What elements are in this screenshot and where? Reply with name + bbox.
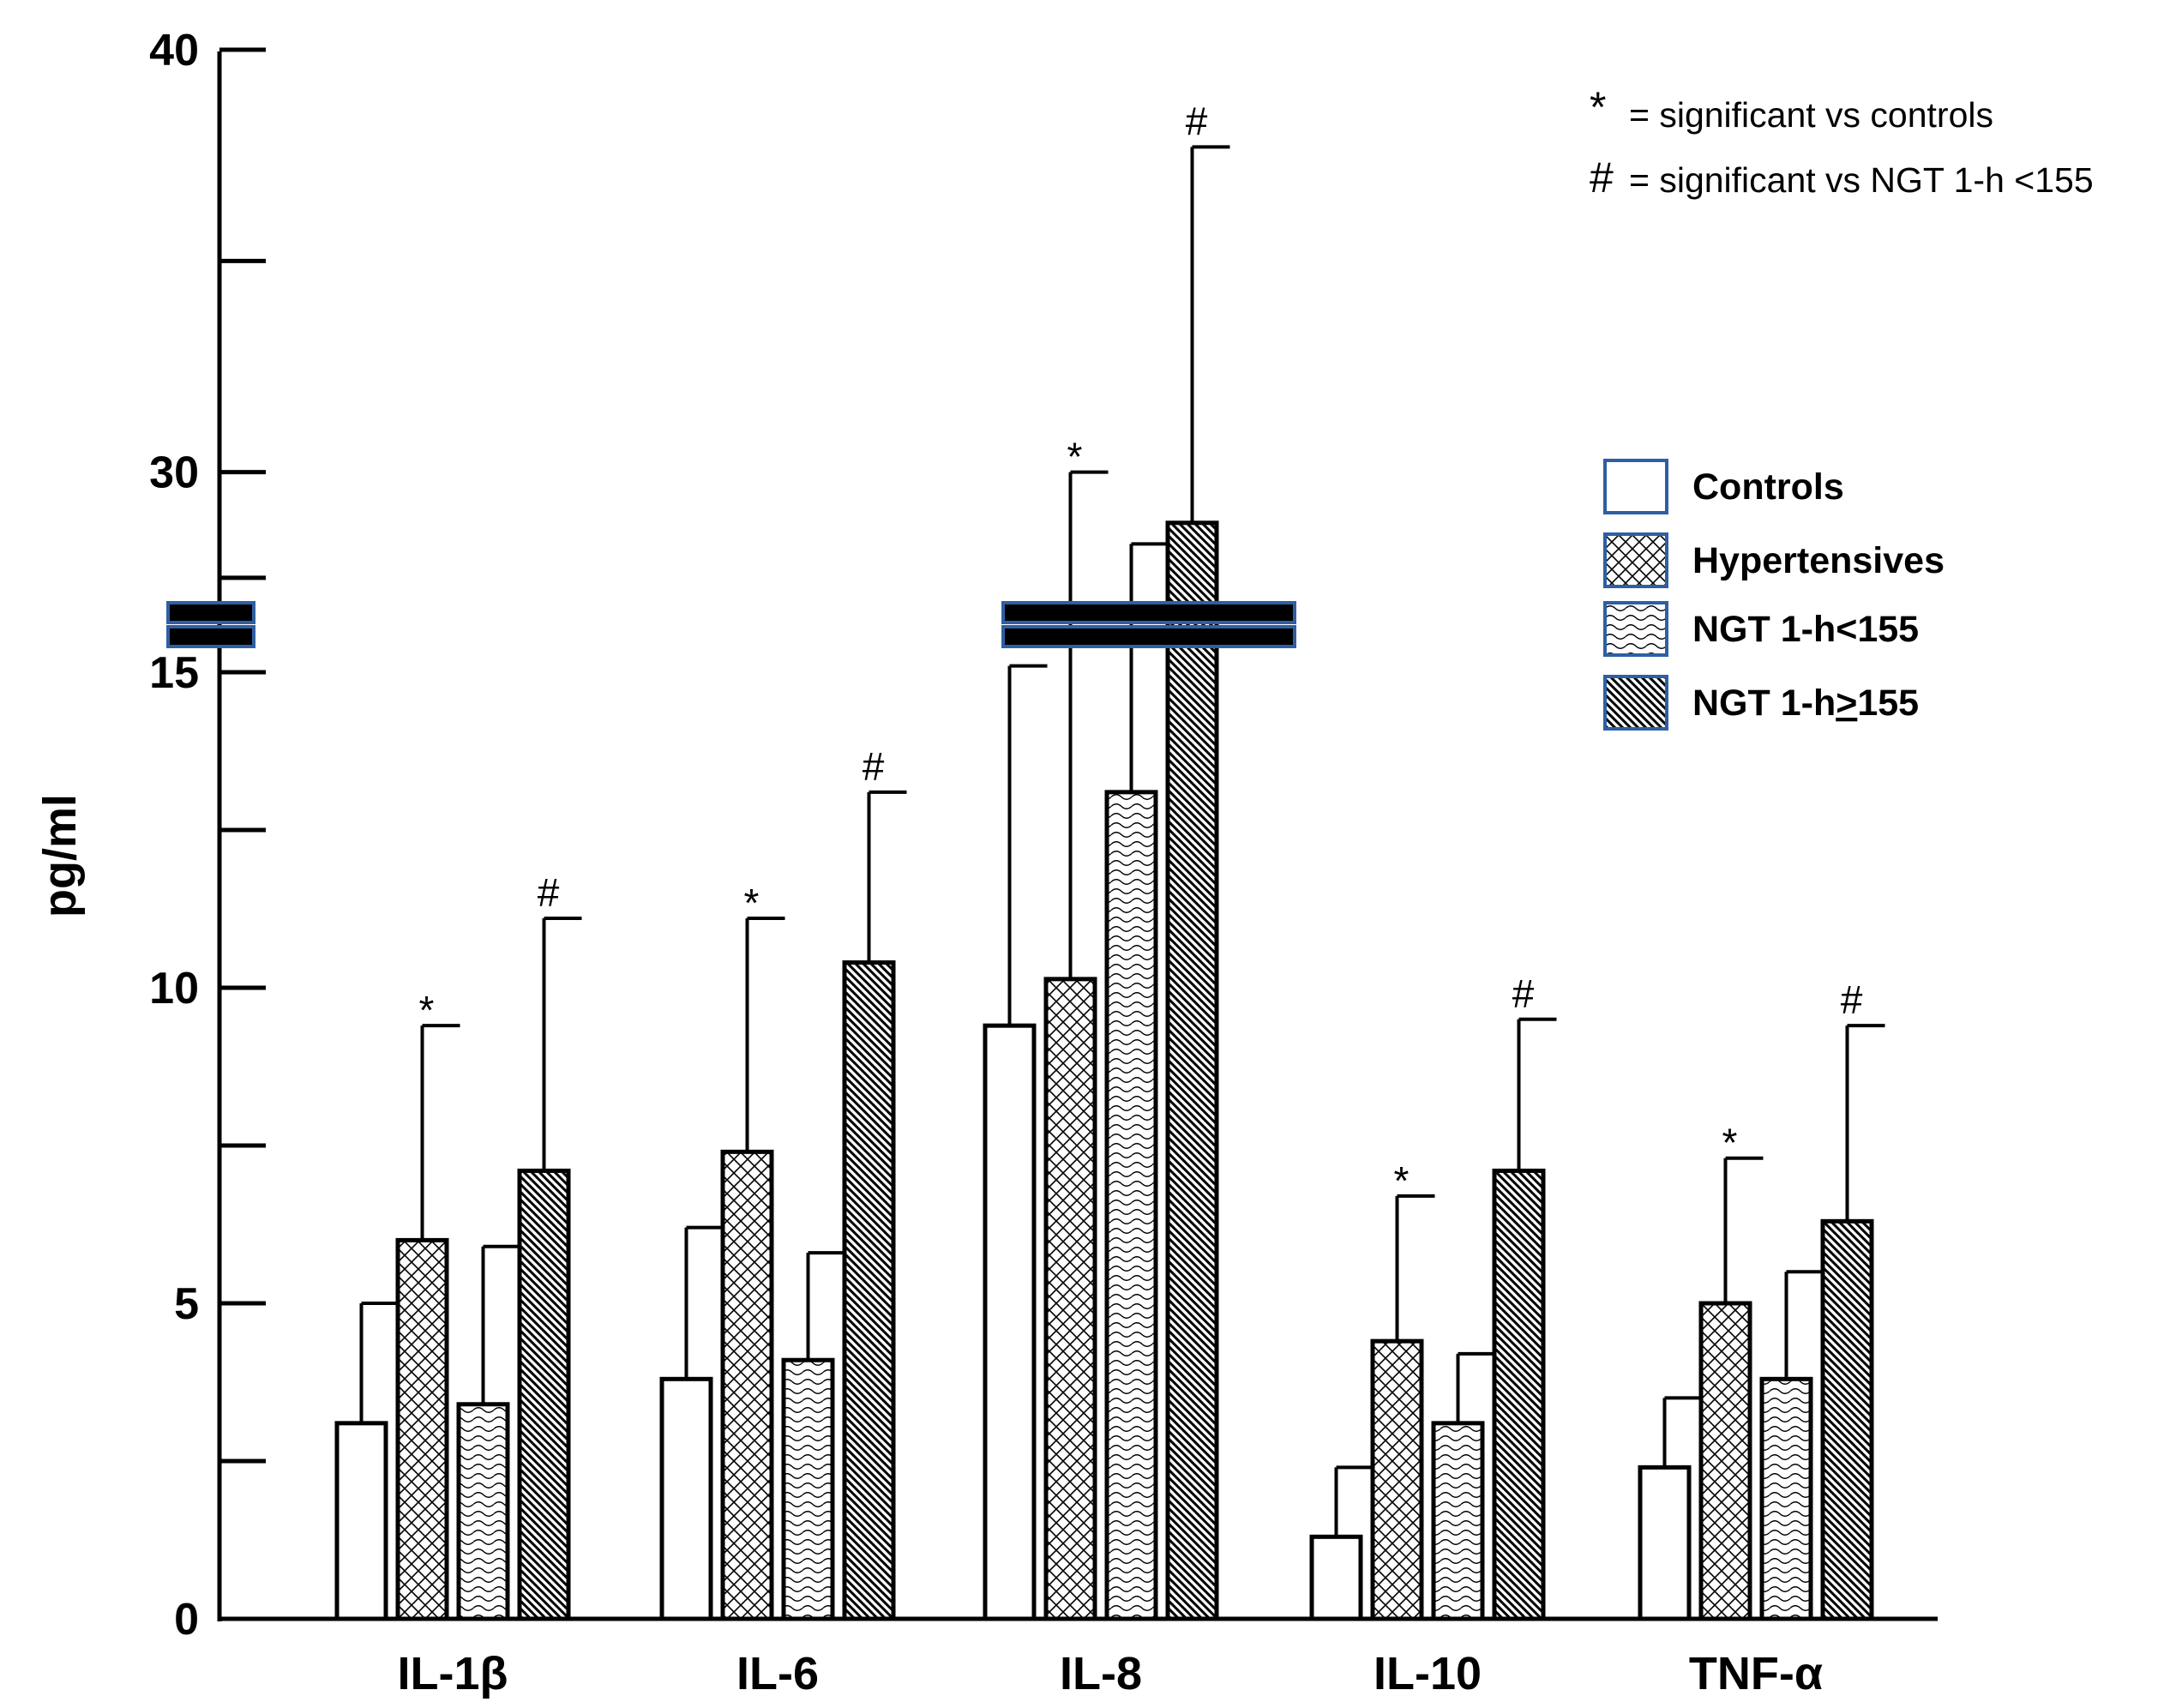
note-star: * = significant vs controls	[1590, 83, 1993, 135]
bar-4-3	[1820, 1218, 1874, 1621]
note-hash: # = significant vs NGT 1-h <155	[1590, 153, 2094, 201]
note-hash-text: = significant vs NGT 1-h <155	[1629, 160, 2094, 200]
axis-break-bar-top	[166, 601, 255, 624]
bar-4-0	[1638, 1464, 1692, 1621]
bar-axis-break	[1001, 601, 1296, 648]
legend-swatch-1	[1603, 532, 1668, 588]
sig-mark-1-3: #	[863, 744, 885, 789]
bar-2-3	[1165, 520, 1219, 1621]
bar-1-0	[659, 1376, 713, 1621]
sig-mark-0-3: #	[538, 870, 560, 915]
y-tick-label-0: 0	[174, 1595, 199, 1645]
category-labels: IL-1β IL-6 IL-8 IL-10 TNF-α	[398, 1648, 1824, 1699]
y-axis-break	[166, 601, 255, 648]
legend-swatch-3	[1603, 675, 1668, 731]
axis-break-bar-bottom	[166, 625, 255, 648]
legend-swatch-2	[1603, 601, 1668, 657]
bar-4-2	[1759, 1376, 1813, 1621]
legend-label-2: NGT 1-h<155	[1692, 609, 1919, 650]
y-tick-label-1: 5	[174, 1279, 199, 1329]
sig-mark-2-3: #	[1186, 99, 1208, 143]
bar-1-3	[842, 960, 896, 1621]
bar-0-0	[334, 1421, 388, 1621]
bar-break-bottom	[1001, 625, 1296, 648]
category-label-1: IL-6	[736, 1648, 819, 1699]
bar-3-1	[1370, 1338, 1424, 1621]
bar-0-1	[395, 1237, 449, 1621]
bar-0-3	[517, 1168, 571, 1621]
bar-3-0	[1309, 1534, 1363, 1621]
y-tick-label-4: 30	[149, 448, 199, 498]
y-axis: 0 5 10 15 30 40 pg/ml	[34, 26, 266, 1645]
bar-0-2	[456, 1402, 510, 1621]
bar-1-1	[720, 1149, 774, 1621]
sig-mark-4-1: *	[1722, 1121, 1738, 1165]
bars	[334, 520, 1874, 1621]
bar-3-2	[1431, 1421, 1485, 1621]
bar-3-3	[1492, 1168, 1546, 1621]
legend-label-3: NGT 1-h>155	[1692, 683, 1919, 724]
significance-notes: * = significant vs controls # = signific…	[1590, 83, 2094, 201]
significance-marks: * # * # * # * # * #	[419, 99, 1863, 1203]
sig-mark-3-1: *	[1394, 1158, 1410, 1203]
sig-mark-1-1: *	[744, 881, 760, 925]
note-hash-symbol: #	[1590, 153, 1614, 201]
note-star-text: = significant vs controls	[1629, 95, 1993, 135]
y-tick-label-5: 40	[149, 26, 199, 75]
bar-2-2	[1104, 790, 1158, 1621]
category-label-4: TNF-α	[1689, 1648, 1823, 1699]
y-ticks: 0 5 10 15 30 40	[149, 26, 266, 1645]
y-tick-label-3: 15	[149, 648, 199, 698]
y-axis-label: pg/ml	[34, 794, 86, 917]
bar-4-1	[1698, 1301, 1752, 1621]
bar-2-0	[983, 1023, 1037, 1621]
sig-mark-3-3: #	[1512, 971, 1535, 1016]
category-label-2: IL-8	[1060, 1648, 1142, 1699]
y-tick-label-2: 10	[149, 964, 199, 1013]
category-label-3: IL-10	[1374, 1648, 1482, 1699]
legend-label-1: Hypertensives	[1692, 540, 1945, 581]
category-label-0: IL-1β	[398, 1648, 508, 1699]
sig-mark-2-1: *	[1067, 435, 1083, 479]
bar-1-2	[781, 1357, 835, 1621]
legend-label-0: Controls	[1692, 466, 1844, 508]
legend-swatch-0	[1603, 459, 1668, 514]
sig-mark-0-1: *	[419, 988, 435, 1032]
bar-2-1	[1043, 977, 1097, 1621]
legend: Controls Hypertensives NGT 1-h<155 NGT 1-h>…	[1603, 459, 1945, 731]
sig-mark-4-3: #	[1841, 977, 1863, 1022]
bar-break-top	[1001, 601, 1296, 624]
error-bars	[359, 145, 1885, 1537]
note-star-symbol: *	[1590, 83, 1606, 131]
